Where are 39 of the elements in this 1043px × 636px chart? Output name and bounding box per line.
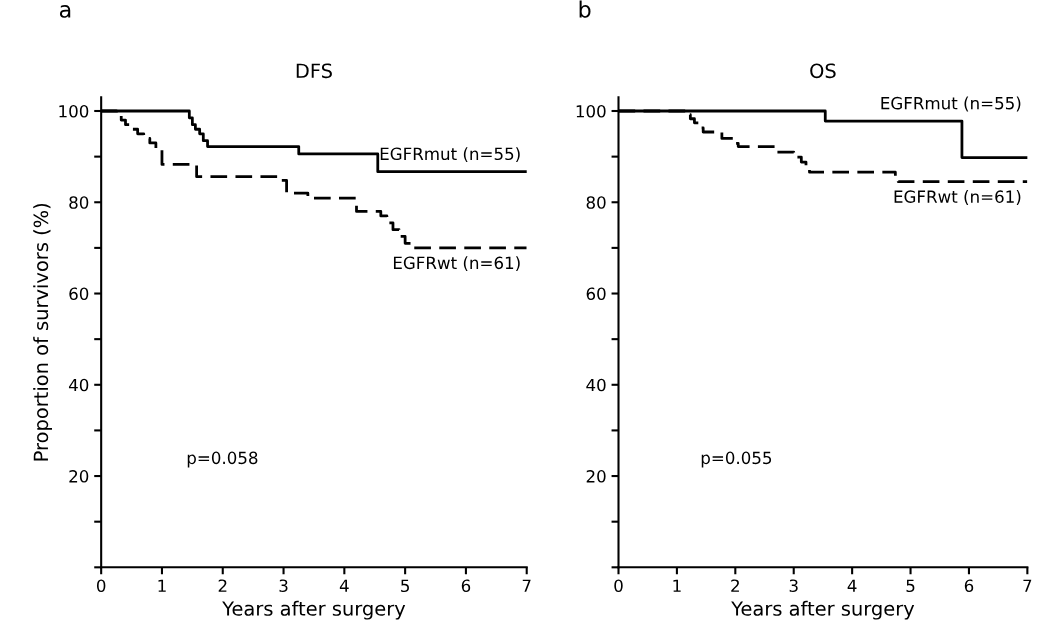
chart-title: OS [810,63,836,79]
x-axis-title: Years after surgery [731,600,915,620]
chart-title: DFS [296,63,332,79]
x-tick-label: 2 [218,579,227,592]
y-axis-title: Proportion of survivors (%) [33,203,52,461]
x-tick-label: 0 [96,579,106,593]
x-axis-title: Years after surgery [222,600,406,620]
x-tick-label: 0 [614,579,623,593]
x-tick-label: 4 [847,579,857,592]
y-tick-label: 20 [69,470,89,483]
text: a [59,5,71,18]
x-tick-label: 5 [906,579,915,593]
series-label: EGFRmut (n=55) [881,96,1021,112]
x-tick-label: 7 [522,579,531,592]
annotation: p=0.055 [701,451,772,468]
x-tick-label: 1 [673,579,681,592]
x-tick-label: 6 [964,579,974,593]
y-tick-label: 100 [576,104,606,118]
y-tick-label: 80 [69,196,89,209]
x-tick-label: 2 [731,579,739,592]
x-tick-label: 7 [1023,579,1032,592]
y-tick-label: 80 [586,196,606,209]
y-tick-label: 60 [69,287,89,301]
x-tick-label: 1 [158,579,166,592]
y-tick-label: 20 [586,470,606,483]
text: b [579,0,591,18]
x-tick-label: 3 [279,579,288,593]
annotation: p=0.058 [187,451,258,468]
x-tick-label: 3 [789,579,798,593]
y-tick-label: 60 [586,287,606,301]
series-label: EGFRwt (n=61) [894,190,1021,205]
y-tick-label: 40 [68,378,89,392]
y-tick-label: 40 [586,378,606,392]
x-tick-label: 4 [339,579,349,592]
x-tick-label: 5 [401,579,409,593]
y-tick-label: 100 [59,104,89,118]
series-label: EGFRmut (n=55) [380,147,520,163]
x-tick-label: 6 [461,579,471,593]
series-label: EGFRwt (n=61) [393,256,520,272]
